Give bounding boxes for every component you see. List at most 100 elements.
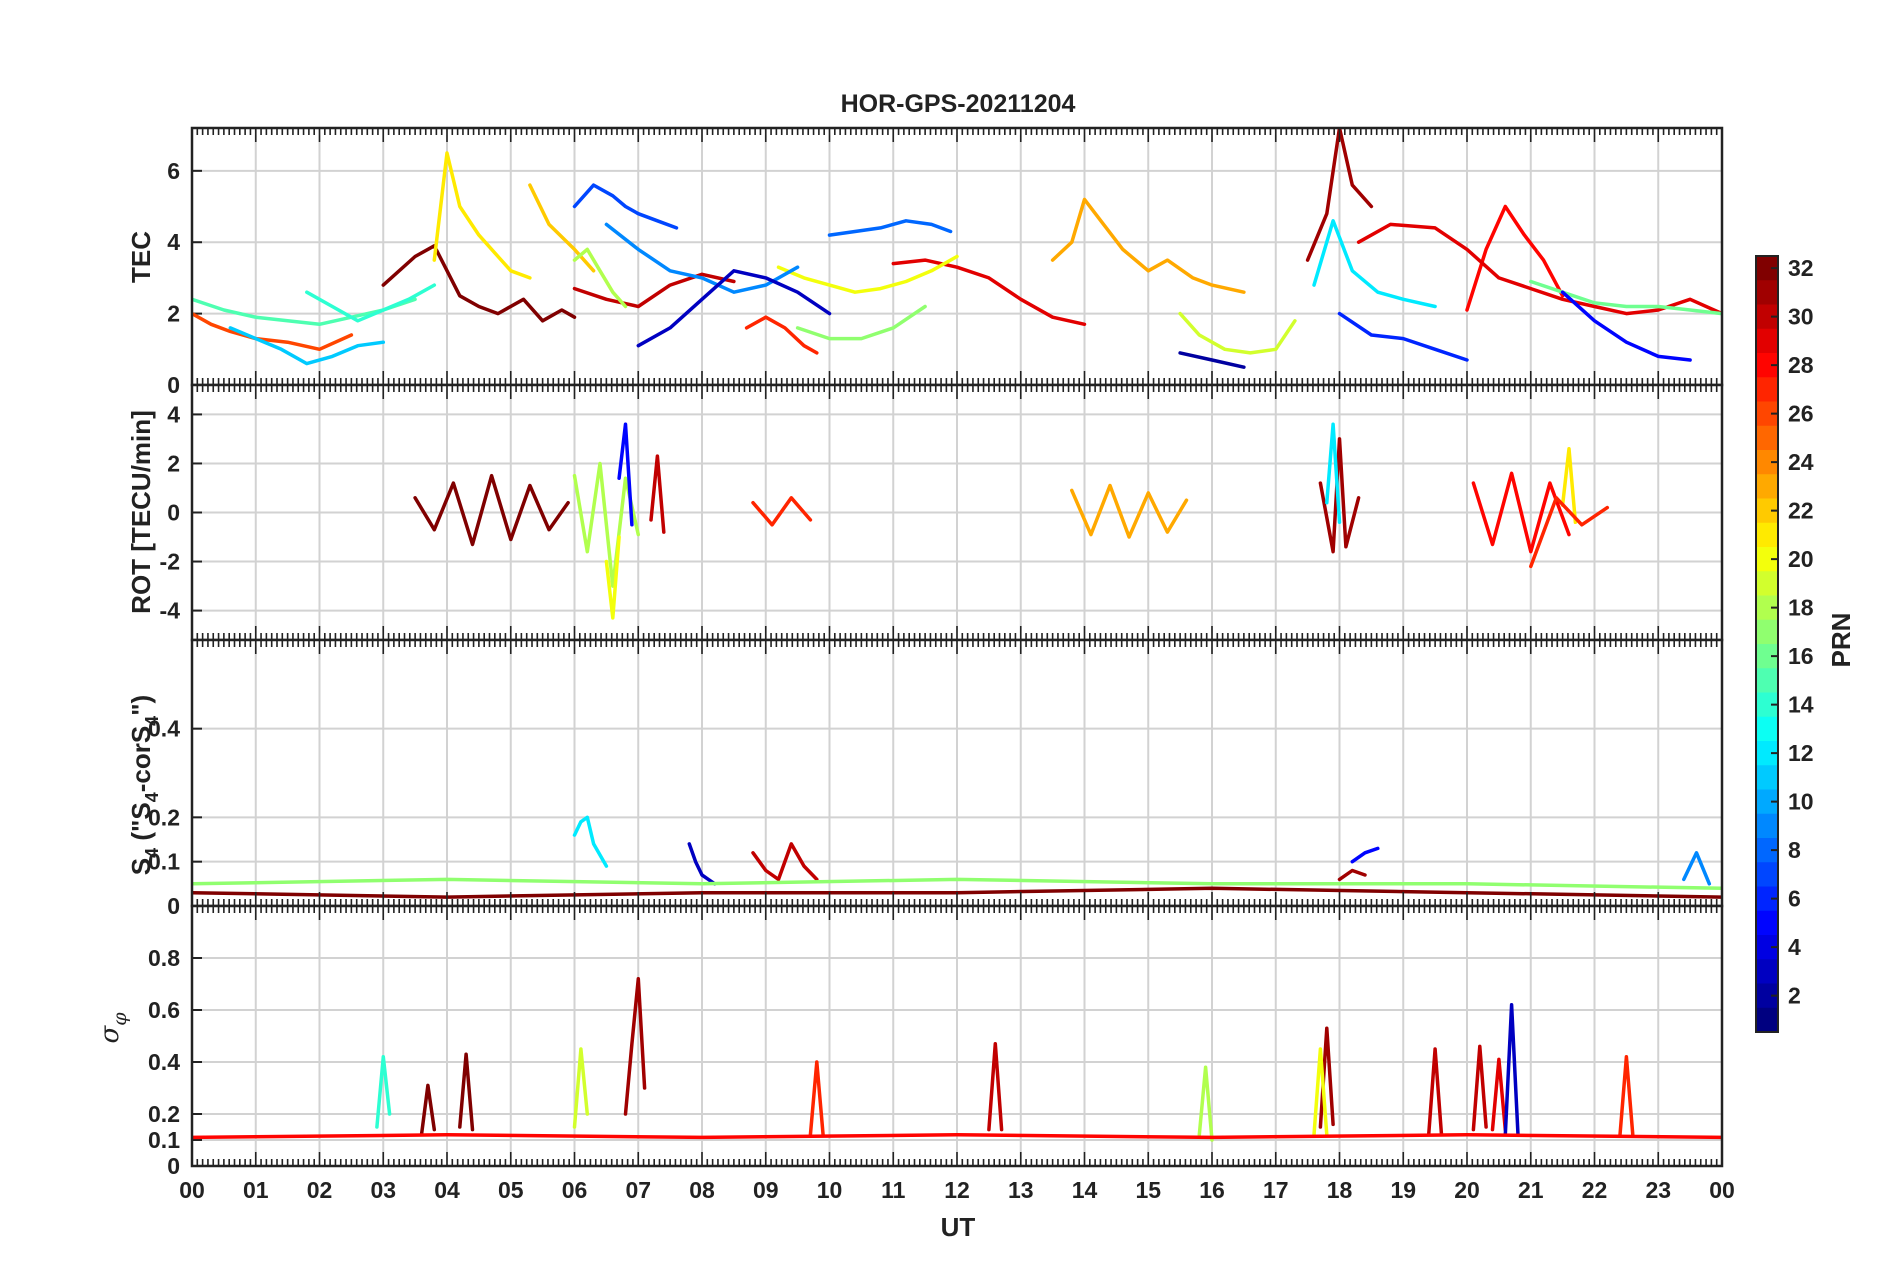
panel-2: 0 0.1 0.2 0.4 (148, 638, 1724, 919)
panel-3-series-prn30-6 (987, 1042, 1004, 1132)
panel-3-series-prn29-12 (1490, 1057, 1508, 1132)
panel-3-series-prn28-15 (192, 1133, 1722, 1140)
colorbar-tick-label-10: 22 (1788, 498, 1814, 524)
colorbar-swatch-31 (1756, 280, 1778, 306)
panel-3-series-prn30-10 (1426, 1047, 1444, 1137)
panel-2-ytick-0: 0 (167, 893, 180, 919)
panel-1-series-prn5-3 (617, 422, 634, 527)
panel-3-ytick-2: 0.2 (148, 1101, 180, 1127)
panel-3: 00.10.2 0.4 0.6 0.8 (148, 904, 1724, 1179)
x-tick-label-24: 00 (1709, 1177, 1735, 1203)
colorbar-swatch-18 (1756, 595, 1778, 621)
sigma-phi-axis-label: σφ (95, 1012, 131, 1044)
panel-3-series-prn27-14 (1618, 1055, 1635, 1137)
colorbar-swatch-24 (1756, 450, 1778, 475)
colorbar-swatch-25 (1756, 425, 1778, 451)
panel-1-ytick-2: 0 (167, 500, 180, 526)
colorbar-swatch-3 (1756, 959, 1778, 985)
panel-1-series-prn32-0 (413, 473, 570, 547)
colorbar-swatch-15 (1756, 668, 1778, 694)
colorbar-swatch-32 (1756, 256, 1778, 281)
colorbar-label: PRN (1826, 613, 1856, 668)
colorbar-tick-label-0: 2 (1788, 983, 1801, 1009)
colorbar-swatch-1 (1756, 1007, 1778, 1033)
panel-0-series-prn11-19 (228, 326, 386, 366)
x-tick-label-9: 09 (753, 1177, 779, 1203)
panel-2-series-prn17-6 (192, 877, 1722, 891)
panel-1: -4 -2 0 2 4 (160, 383, 1724, 642)
panel-0-series-prn18-13 (572, 247, 628, 309)
rot-axis-label: ROT [TECU/min] (126, 410, 156, 614)
panel-0-series-prn28-4 (1465, 204, 1565, 312)
colorbar-swatch-6 (1756, 886, 1778, 912)
x-tick-label-23: 23 (1645, 1177, 1671, 1203)
panel-2-series-prn9-5 (1682, 851, 1712, 886)
colorbar-tick-label-14: 30 (1788, 304, 1814, 330)
s4-label-s: S (126, 858, 156, 875)
x-tick-label-13: 13 (1008, 1177, 1034, 1203)
panel-0-series-prn17-14 (795, 304, 927, 341)
panel-0-series-prn22-9 (528, 183, 596, 273)
panel-3-series-prn19-3 (572, 1047, 590, 1129)
panel-0-series-prn30-1 (572, 272, 736, 309)
colorbar-tick-label-2: 6 (1788, 886, 1801, 912)
colorbar-tick-label-12: 26 (1788, 401, 1814, 427)
x-tick-label-1: 01 (243, 1177, 269, 1203)
colorbar-swatch-30 (1756, 304, 1778, 330)
x-tick-label-12: 12 (944, 1177, 970, 1203)
panel-0-series-prn12-18 (1312, 219, 1437, 309)
colorbar-swatch-22 (1756, 498, 1778, 524)
panel-3-series-prn32-1 (419, 1083, 437, 1137)
colorbar-tick-label-7: 16 (1788, 643, 1814, 669)
colorbar-swatch-26 (1756, 401, 1778, 427)
panel-0-series-prn3-25 (636, 269, 832, 348)
colorbar-swatch-16 (1756, 644, 1778, 669)
panel-3-ytick-1: 0.1 (148, 1127, 180, 1153)
panel-3-ytick-5: 0.8 (148, 945, 180, 971)
x-axis-label: UT (941, 1212, 976, 1242)
x-tick-label-18: 18 (1327, 1177, 1353, 1203)
panel-0-series-prn5-24 (1560, 290, 1692, 362)
x-tick-label-10: 10 (817, 1177, 843, 1203)
panel-0-series-prn6-23 (1337, 311, 1469, 362)
panel-0-series-prn9-20 (604, 222, 800, 294)
panel-3-series-group (192, 977, 1722, 1142)
panel-0-series-prn19-12 (1178, 311, 1297, 355)
panel-0-series-prn20-11 (776, 254, 959, 294)
colorbar-swatch-5 (1756, 910, 1778, 936)
x-tick-label-5: 05 (498, 1177, 524, 1203)
panel-1-series-prn31-7 (1318, 437, 1361, 554)
s4-label-close: ") (126, 695, 156, 716)
colorbar-swatch-23 (1756, 474, 1778, 500)
colorbar-swatch-27 (1756, 377, 1778, 403)
panel-0-ytick-3: 6 (167, 158, 180, 184)
colorbar-tick-label-13: 28 (1788, 352, 1814, 378)
panel-0-series-group (192, 128, 1722, 369)
s4-label-open: ("S (126, 802, 156, 848)
x-tick-label-8: 08 (689, 1177, 715, 1203)
panel-3-series-prn18-7 (1197, 1065, 1214, 1142)
panel-1-series-prn27-5 (751, 496, 813, 527)
panel-1-series-prn30-4 (649, 454, 666, 534)
panel-2-series-prn31-4 (1337, 868, 1367, 882)
tec-axis-label: TEC (126, 231, 156, 283)
colorbar-tick-label-9: 20 (1788, 546, 1814, 572)
colorbar-swatch-20 (1756, 547, 1778, 572)
panel-1-series-prn28-9 (1471, 471, 1571, 554)
x-tick-label-4: 04 (434, 1177, 460, 1203)
x-tick-label-3: 03 (370, 1177, 396, 1203)
colorbar-swatch-29 (1756, 328, 1778, 354)
x-tick-label-0: 00 (179, 1177, 205, 1203)
colorbar-swatch-7 (1756, 862, 1778, 888)
panel-1-ytick-1: -2 (160, 549, 180, 575)
panel-3-series-prn3-13 (1503, 1003, 1520, 1137)
colorbar-swatch-17 (1756, 619, 1778, 645)
panel-1-series-prn12-8 (1325, 422, 1342, 525)
panel-0-series-prn14-17 (305, 283, 437, 323)
s4-label-mid: -corS (126, 726, 156, 792)
colorbar-swatch-19 (1756, 571, 1778, 597)
panel-0-series-prn23-8 (1050, 197, 1246, 294)
